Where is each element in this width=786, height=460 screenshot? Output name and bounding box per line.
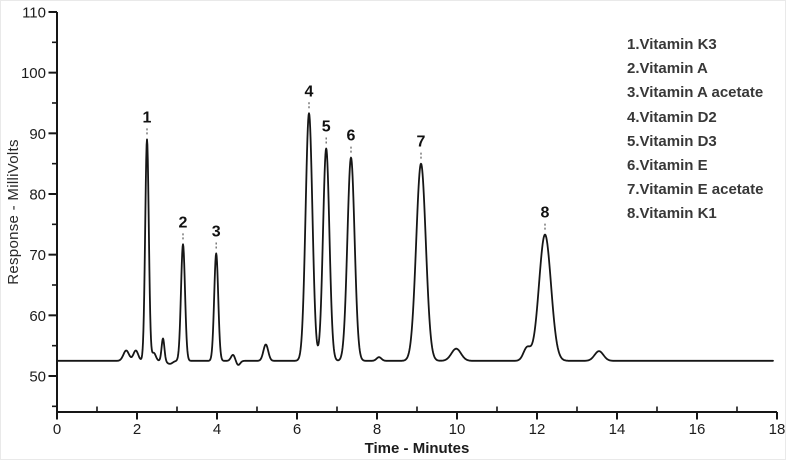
legend-item-8: 8.Vitamin K1 (627, 205, 717, 222)
chromatogram-trace (56, 112, 774, 366)
peak-label-4: 4 (305, 83, 314, 100)
peak-labels: 1 2 3 4 56 7 8 (143, 83, 550, 249)
x-tick-label: 12 (529, 421, 546, 438)
peak-label-7: 7 (417, 134, 426, 151)
x-tick-label: 6 (293, 421, 301, 438)
legend-item-4: 4.Vitamin D2 (627, 109, 717, 126)
x-tick-label: 8 (373, 421, 381, 438)
peak-label-5: 5 (322, 118, 331, 135)
x-tick-label: 0 (53, 421, 61, 438)
x-tick-label: 14 (609, 421, 626, 438)
y-tick-label: 100 (21, 65, 46, 82)
x-tick-label: 16 (689, 421, 706, 438)
peak-label-2: 2 (179, 214, 188, 231)
x-tick-label: 10 (449, 421, 466, 438)
trace-group (56, 112, 774, 366)
legend-item-7: 7.Vitamin E acetate (627, 181, 763, 198)
x-tick-label: 2 (133, 421, 141, 438)
y-axis-title: Response - MilliVolts (5, 139, 22, 285)
legend-item-3: 3.Vitamin A acetate (627, 84, 763, 101)
legend-item-2: 2.Vitamin A (627, 60, 708, 77)
y-tick-label: 80 (29, 186, 46, 203)
y-tick-label: 60 (29, 308, 46, 325)
x-tick-label: 18 (769, 421, 786, 438)
x-tick-label: 4 (213, 421, 221, 438)
peak-label-6: 6 (347, 128, 356, 145)
peak-label-3: 3 (212, 223, 221, 240)
legend: 1.Vitamin K3 2.Vitamin A 3.Vitamin A ace… (627, 36, 763, 222)
y-tick-label: 50 (29, 369, 46, 386)
legend-item-5: 5.Vitamin D3 (627, 133, 717, 150)
x-axis-title: Time - Minutes (365, 440, 470, 457)
y-tick-label: 70 (29, 247, 46, 264)
y-tick-label: 110 (22, 4, 46, 21)
y-tick-label: 90 (29, 126, 46, 143)
legend-item-6: 6.Vitamin E (627, 157, 708, 174)
legend-item-1: 1.Vitamin K3 (627, 36, 717, 53)
peak-label-8: 8 (541, 205, 550, 222)
peak-label-1: 1 (143, 109, 152, 126)
